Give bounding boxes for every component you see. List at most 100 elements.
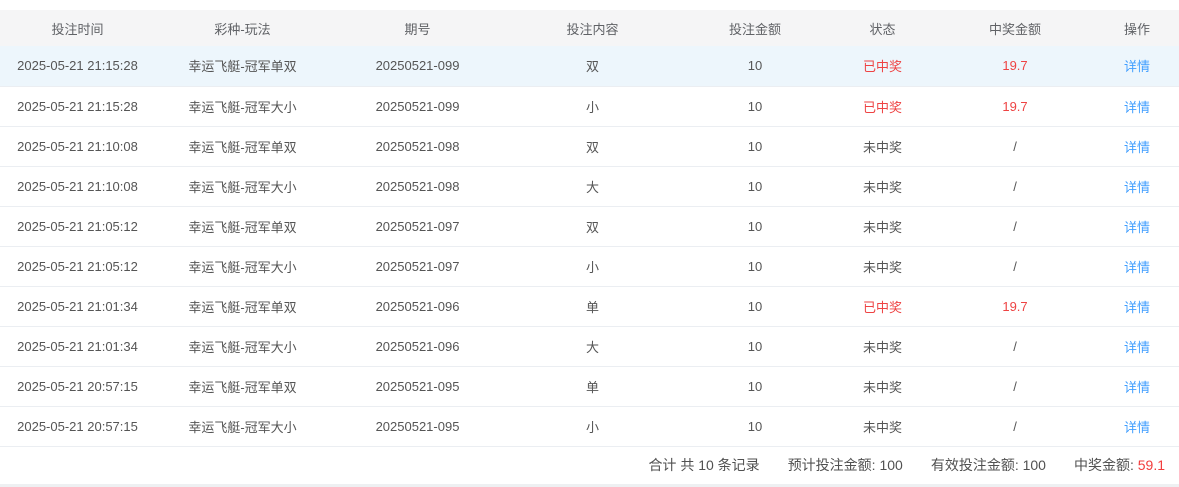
cell-issue-number: 20250521-099: [330, 46, 505, 87]
cell-issue-number: 20250521-095: [330, 406, 505, 447]
cell-status: 未中奖: [830, 166, 935, 207]
table-header: 投注时间 彩种-玩法 期号 投注内容 投注金额 状态 中奖金额 操作: [0, 10, 1179, 46]
status-badge: 未中奖: [862, 219, 902, 235]
summary-win-label: 中奖金额:: [1073, 457, 1134, 473]
cell-bet-time: 2025-05-21 21:01:34: [0, 326, 155, 367]
cell-win-amount: /: [935, 406, 1095, 447]
table-row: 2025-05-21 20:57:15 幸运飞艇-冠军大小 20250521-0…: [0, 406, 1179, 447]
cell-win-amount: /: [935, 246, 1095, 287]
status-badge: 已中奖: [862, 299, 902, 315]
status-badge: 已中奖: [862, 59, 902, 75]
detail-link[interactable]: 详情: [1123, 259, 1150, 275]
cell-status: 未中奖: [830, 406, 935, 447]
cell-bet-time: 2025-05-21 21:01:34: [0, 286, 155, 327]
cell-bet-amount: 10: [680, 86, 830, 127]
summary-expected-bet-amount: 预计投注金额: 100: [788, 455, 903, 475]
column-header-status: 状态: [830, 10, 935, 46]
column-header-win-amount: 中奖金额: [935, 10, 1095, 46]
table-row: 2025-05-21 21:10:08 幸运飞艇-冠军大小 20250521-0…: [0, 166, 1179, 207]
summary-expected-value: 100: [879, 457, 903, 473]
status-badge: 未中奖: [862, 259, 902, 275]
cell-actions: 详情: [1095, 86, 1179, 127]
cell-bet-content: 单: [505, 286, 680, 327]
cell-issue-number: 20250521-098: [330, 126, 505, 167]
cell-issue-number: 20250521-096: [330, 326, 505, 367]
detail-link[interactable]: 详情: [1123, 419, 1150, 435]
column-header-bet-content: 投注内容: [505, 10, 680, 46]
status-badge: 已中奖: [862, 99, 902, 115]
cell-status: 未中奖: [830, 246, 935, 287]
detail-link[interactable]: 详情: [1123, 99, 1150, 115]
detail-link[interactable]: 详情: [1123, 59, 1150, 75]
cell-actions: 详情: [1095, 126, 1179, 167]
win-amount-value: /: [1013, 378, 1017, 394]
cell-actions: 详情: [1095, 366, 1179, 407]
detail-link[interactable]: 详情: [1123, 379, 1150, 395]
status-badge: 未中奖: [862, 179, 902, 195]
cell-bet-content: 大: [505, 166, 680, 207]
detail-link[interactable]: 详情: [1123, 339, 1150, 355]
cell-lottery-play: 幸运飞艇-冠军大小: [155, 86, 330, 127]
cell-lottery-play: 幸运飞艇-冠军大小: [155, 406, 330, 447]
summary-valid-value: 100: [1022, 457, 1046, 473]
win-amount-value: /: [1013, 258, 1017, 274]
cell-lottery-play: 幸运飞艇-冠军大小: [155, 166, 330, 207]
cell-issue-number: 20250521-098: [330, 166, 505, 207]
cell-lottery-play: 幸运飞艇-冠军单双: [155, 46, 330, 87]
cell-actions: 详情: [1095, 406, 1179, 447]
summary-total-records: 合计 共 10 条记录: [648, 457, 760, 473]
cell-issue-number: 20250521-096: [330, 286, 505, 327]
cell-issue-number: 20250521-099: [330, 86, 505, 127]
cell-bet-content: 小: [505, 86, 680, 127]
cell-win-amount: /: [935, 326, 1095, 367]
cell-actions: 详情: [1095, 206, 1179, 247]
summary-win-amount: 中奖金额: 59.1: [1074, 455, 1165, 475]
cell-lottery-play: 幸运飞艇-冠军单双: [155, 126, 330, 167]
bet-records-table: 投注时间 彩种-玩法 期号 投注内容 投注金额 状态 中奖金额 操作 2025-…: [0, 10, 1179, 447]
cell-win-amount: /: [935, 206, 1095, 247]
table-row: 2025-05-21 21:05:12 幸运飞艇-冠军单双 20250521-0…: [0, 206, 1179, 247]
summary-valid-bet-amount: 有效投注金额: 100: [931, 455, 1046, 475]
table-row: 2025-05-21 21:15:28 幸运飞艇-冠军单双 20250521-0…: [0, 46, 1179, 87]
cell-status: 未中奖: [830, 326, 935, 367]
column-header-actions: 操作: [1095, 10, 1179, 46]
detail-link[interactable]: 详情: [1123, 219, 1150, 235]
table-row: 2025-05-21 21:05:12 幸运飞艇-冠军大小 20250521-0…: [0, 246, 1179, 287]
cell-bet-time: 2025-05-21 21:15:28: [0, 46, 155, 87]
cell-actions: 详情: [1095, 286, 1179, 327]
cell-issue-number: 20250521-095: [330, 366, 505, 407]
cell-lottery-play: 幸运飞艇-冠军大小: [155, 326, 330, 367]
cell-bet-time: 2025-05-21 21:05:12: [0, 206, 155, 247]
column-header-bet-time: 投注时间: [0, 10, 155, 46]
table-row: 2025-05-21 21:01:34 幸运飞艇-冠军单双 20250521-0…: [0, 286, 1179, 327]
cell-issue-number: 20250521-097: [330, 206, 505, 247]
bet-records-table-container: 投注时间 彩种-玩法 期号 投注内容 投注金额 状态 中奖金额 操作 2025-…: [0, 10, 1179, 447]
table-row: 2025-05-21 20:57:15 幸运飞艇-冠军单双 20250521-0…: [0, 366, 1179, 407]
cell-bet-time: 2025-05-21 20:57:15: [0, 406, 155, 447]
cell-status: 已中奖: [830, 86, 935, 127]
win-amount-value: /: [1013, 338, 1017, 354]
win-amount-value: /: [1013, 218, 1017, 234]
status-badge: 未中奖: [862, 139, 902, 155]
cell-issue-number: 20250521-097: [330, 246, 505, 287]
cell-win-amount: 19.7: [935, 46, 1095, 87]
table-row: 2025-05-21 21:15:28 幸运飞艇-冠军大小 20250521-0…: [0, 86, 1179, 127]
cell-status: 未中奖: [830, 206, 935, 247]
column-header-issue-number: 期号: [330, 10, 505, 46]
detail-link[interactable]: 详情: [1123, 299, 1150, 315]
cell-bet-amount: 10: [680, 46, 830, 87]
status-badge: 未中奖: [862, 379, 902, 395]
cell-win-amount: /: [935, 366, 1095, 407]
win-amount-value: /: [1013, 418, 1017, 434]
cell-bet-content: 双: [505, 206, 680, 247]
cell-lottery-play: 幸运飞艇-冠军大小: [155, 246, 330, 287]
cell-bet-amount: 10: [680, 206, 830, 247]
win-amount-value: 19.7: [1002, 298, 1028, 314]
cell-status: 未中奖: [830, 126, 935, 167]
win-amount-value: /: [1013, 178, 1017, 194]
detail-link[interactable]: 详情: [1123, 139, 1150, 155]
cell-bet-time: 2025-05-21 20:57:15: [0, 366, 155, 407]
cell-win-amount: /: [935, 126, 1095, 167]
detail-link[interactable]: 详情: [1123, 179, 1150, 195]
column-header-lottery-play: 彩种-玩法: [155, 10, 330, 46]
